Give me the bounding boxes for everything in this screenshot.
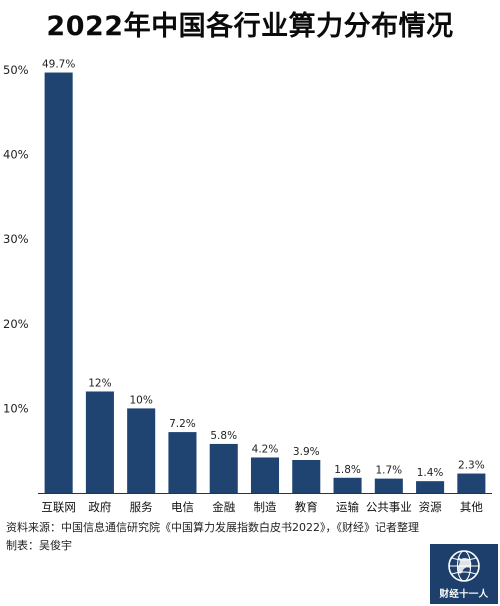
category-label: 制造: [254, 500, 277, 514]
bar: [333, 477, 362, 493]
credit-note: 制表：吴俊宇: [6, 539, 72, 552]
source-note: 资料来源：中国信息通信研究院《中国算力发展指数白皮书2022》，《财经》记者整理: [6, 521, 419, 534]
data-label: 2.3%: [458, 460, 485, 472]
data-label: 1.7%: [375, 465, 402, 477]
bar: [416, 481, 445, 493]
bar: [457, 473, 486, 493]
brand-logo: 财经十一人: [430, 544, 498, 604]
data-label: 5.8%: [210, 430, 237, 442]
category-label: 其他: [460, 500, 483, 514]
data-label: 49.7%: [42, 59, 75, 71]
category-label: 运输: [336, 500, 359, 514]
data-label: 4.2%: [252, 443, 279, 455]
category-label: 互联网: [41, 500, 76, 514]
data-label: 1.8%: [334, 464, 361, 476]
data-label: 10%: [130, 394, 153, 406]
y-tick-label: 50%: [3, 63, 29, 77]
bar: [209, 443, 238, 493]
bar: [85, 391, 114, 493]
category-label: 电信: [171, 500, 194, 514]
y-tick-label: 30%: [3, 232, 29, 246]
brand-name: 财经十一人: [439, 589, 489, 600]
bar-chart: 10% 20% 30% 40% 50% 49.7% 互联网 12% 政府 10% 服务 7.2% 电信 5…: [3, 59, 492, 514]
category-label: 资源: [419, 500, 442, 514]
y-tick-label: 20%: [3, 317, 29, 331]
bar: [44, 72, 73, 494]
data-label: 7.2%: [169, 418, 196, 430]
chart-title: 2022年中国各行业算力分布情况: [46, 11, 454, 42]
category-label: 教育: [295, 500, 318, 514]
data-label: 1.4%: [417, 467, 444, 479]
bar: [250, 457, 280, 493]
bar: [168, 432, 197, 493]
category-label: 公共事业: [366, 500, 412, 514]
bar: [374, 478, 403, 493]
y-tick-label: 10%: [3, 401, 29, 415]
y-tick-label: 40%: [3, 148, 29, 162]
bar: [127, 408, 156, 493]
data-label: 3.9%: [293, 446, 320, 458]
bar: [292, 460, 321, 493]
globe-icon: [448, 550, 480, 582]
category-label: 金融: [212, 500, 235, 514]
category-label: 政府: [88, 500, 111, 514]
category-label: 服务: [130, 500, 153, 514]
data-label: 12%: [88, 377, 111, 389]
